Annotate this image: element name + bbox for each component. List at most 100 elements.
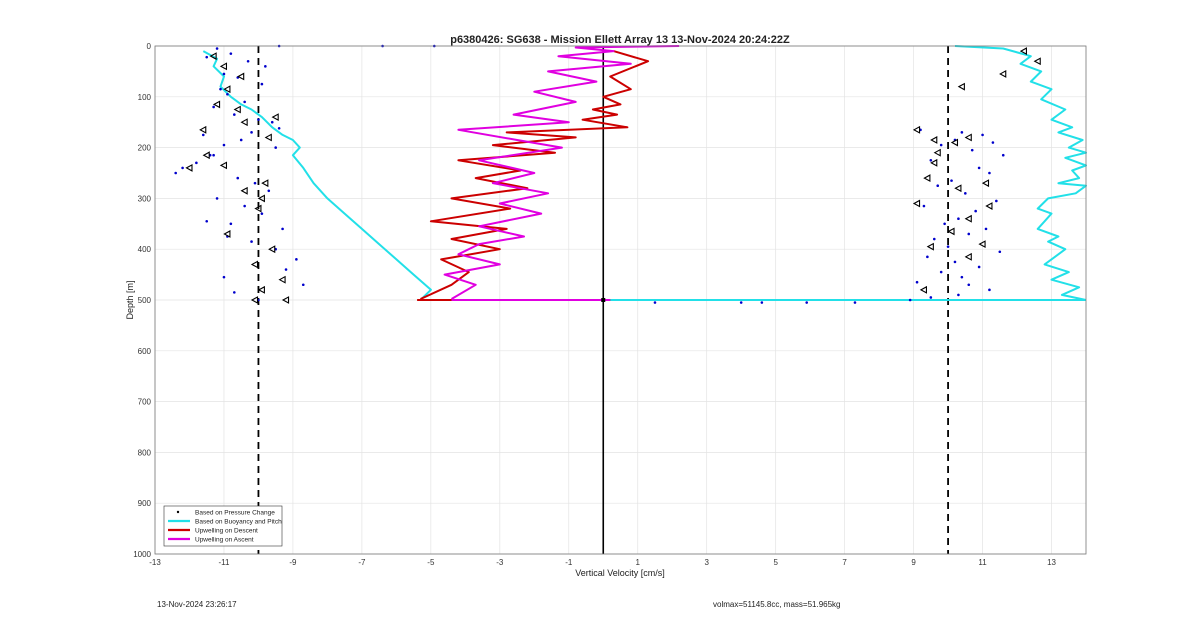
x-tick-label: -11 (218, 558, 230, 567)
pressure-point (233, 113, 236, 116)
pressure-point (964, 192, 967, 195)
triangle-marker (964, 252, 972, 261)
triangle-marker (264, 133, 272, 142)
pressure-point (988, 288, 991, 292)
y-tick-label: 800 (138, 448, 152, 457)
pressure-point (201, 133, 205, 137)
triangle-marker (240, 186, 248, 195)
triangle-marker (912, 125, 921, 134)
triangle-marker (964, 214, 972, 223)
pressure-point (257, 118, 260, 121)
pressure-point (222, 72, 226, 76)
x-tick-label: 9 (911, 558, 916, 567)
pressure-point (960, 131, 964, 134)
pressure-point (995, 199, 998, 203)
pressure-point (205, 219, 209, 223)
triangle-marker (978, 240, 986, 249)
y-tick-label: 300 (138, 194, 152, 203)
pressure-point (264, 65, 267, 68)
y-tick-label: 600 (138, 347, 152, 356)
series-line (954, 45, 1087, 301)
pressure-point (977, 265, 981, 269)
y-tick-labels: 0 100 200 300 400 500 600 700 800 900 1000 (133, 42, 151, 559)
pressure-point (943, 222, 946, 226)
pressure-point (219, 87, 222, 91)
footer-timestamp: 13-Nov-2024 23:26:17 (157, 600, 237, 609)
pressure-point (222, 143, 226, 147)
pressure-point (281, 227, 284, 231)
triangle-marker (930, 136, 938, 144)
pressure-point (739, 301, 743, 304)
pressure-point (174, 171, 177, 175)
pressure-point (260, 82, 264, 86)
pressure-point (250, 240, 253, 243)
pressure-point (967, 283, 971, 287)
series-line (443, 45, 680, 300)
x-tick-label: 3 (704, 558, 709, 567)
legend-label-ascent: Upwelling on Ascent (195, 537, 254, 544)
pressure-point (229, 222, 233, 226)
pressure-point (926, 255, 929, 259)
pressure-point (253, 181, 257, 185)
pressure-point (908, 298, 912, 302)
y-tick-label: 700 (138, 398, 152, 407)
pressure-point (957, 293, 960, 297)
pressure-point (981, 133, 984, 137)
x-tick-label: -13 (149, 558, 161, 567)
pressure-point (970, 148, 974, 152)
legend-label-descent: Upwelling on Descent (195, 528, 258, 535)
x-tick-label: 11 (978, 558, 987, 567)
series-line (202, 50, 432, 301)
y-tick-label: 100 (138, 93, 152, 102)
pressure-point (977, 166, 981, 170)
triangle-marker (219, 62, 228, 71)
pressure-point (853, 301, 857, 304)
y-tick-label: 200 (138, 144, 152, 153)
triangle-marker (257, 285, 265, 294)
pressure-point (939, 270, 943, 274)
pressure-point (274, 146, 277, 149)
triangle-marker (933, 148, 941, 157)
triangle-marker (268, 245, 276, 254)
triangle-marker (199, 125, 207, 134)
triangle-marker (964, 133, 972, 142)
triangle-marker (240, 118, 248, 127)
triangle-marker (912, 199, 921, 208)
triangle-marker (254, 204, 262, 213)
pressure-point (205, 55, 209, 59)
pressure-point (984, 227, 988, 231)
pressure-point (988, 171, 991, 175)
pressure-point (929, 159, 933, 162)
triangle-marker (185, 163, 193, 172)
pressure-point (267, 189, 271, 193)
pressure-point (277, 126, 281, 130)
triangle-marker (985, 202, 993, 210)
x-tick-label: 13 (1047, 558, 1056, 567)
x-tick-label: 5 (773, 558, 778, 567)
triangle-marker (947, 227, 955, 236)
pressure-point (939, 143, 943, 147)
pressure-point (991, 141, 995, 144)
x-tick-label: 7 (842, 558, 847, 567)
legend: Based on Pressure Change Based on Buoyan… (163, 505, 283, 547)
pressure-point (284, 268, 288, 271)
pressure-point (243, 100, 246, 104)
triangle-marker (223, 230, 231, 238)
pressure-point (998, 250, 1002, 254)
x-tick-label: -3 (496, 558, 504, 567)
pressure-point (295, 258, 298, 261)
triangle-marker (950, 138, 959, 147)
pressure-point (805, 301, 808, 304)
footer-stats: volmax=51145.8cc, mass=51.965kg (713, 600, 841, 609)
pressure-point (957, 217, 960, 221)
y-axis-label: Depth [m] (125, 280, 135, 319)
pressure-point (195, 161, 198, 165)
triangle-marker (919, 285, 927, 294)
triangle-marker (271, 113, 279, 122)
triangle-marker (278, 275, 286, 284)
triangle-marker (954, 184, 962, 193)
triangle-marker (250, 260, 259, 269)
chart-title: p6380426: SG638 - Mission Ellett Array 1… (450, 34, 790, 46)
pressure-point (215, 47, 219, 50)
triangle-marker (202, 151, 210, 160)
